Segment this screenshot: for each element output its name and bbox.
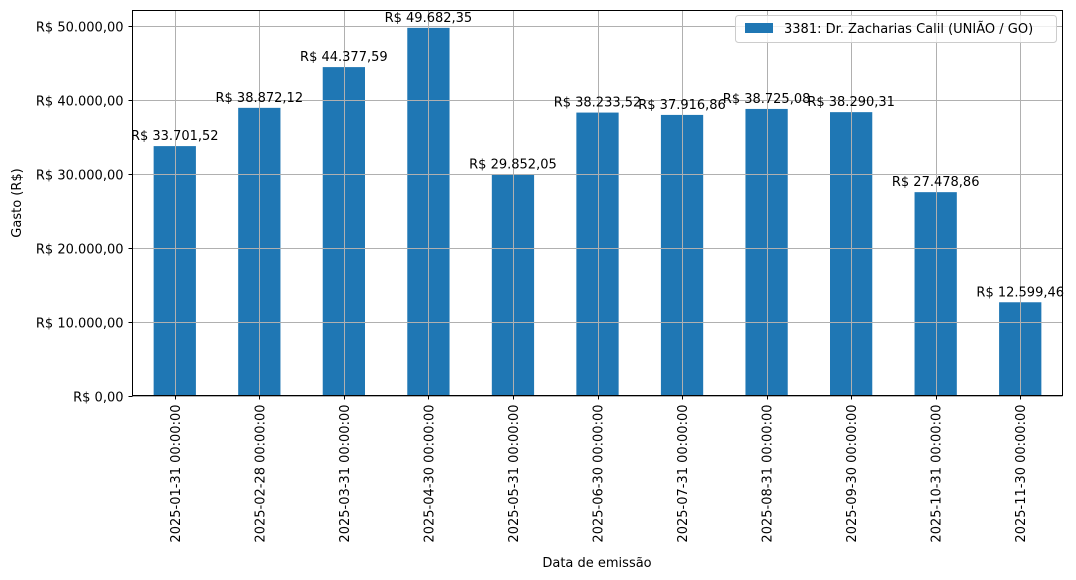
bar [153, 146, 196, 396]
y-axis-title: Gasto (R$) [10, 168, 25, 237]
x-tick-label: 2025-11-30 00:00:00 [1014, 405, 1029, 543]
x-tick-label: 2025-03-31 00:00:00 [338, 405, 353, 543]
x-tick-label: 2025-08-31 00:00:00 [761, 405, 776, 543]
x-tick-label: 2025-04-30 00:00:00 [422, 405, 437, 543]
x-tick-label: 2025-02-28 00:00:00 [253, 405, 268, 543]
bar-value-label: R$ 38.725,08 [723, 92, 811, 107]
y-axis-ticks: R$ 0,00 R$ 10.000,00 R$ 20.000,00 R$ 30.000… [36, 21, 133, 406]
y-tick-label: R$ 30.000,00 [36, 169, 124, 184]
bar [322, 67, 365, 396]
plot-area-frame [132, 10, 1063, 396]
x-tick-label: 2025-10-31 00:00:00 [930, 405, 945, 543]
legend: 3381: Dr. Zacharias Calil (UNIÃO / GO) [735, 15, 1057, 43]
bar [745, 108, 788, 396]
legend-box [735, 15, 1057, 43]
bar [491, 174, 535, 396]
x-tick-label: 2025-09-30 00:00:00 [845, 405, 860, 543]
y-tick-label: R$ 0,00 [73, 391, 123, 406]
legend-swatch [745, 23, 773, 33]
bar [914, 192, 957, 396]
bar-value-label: R$ 37.916,86 [638, 98, 726, 113]
x-tick-label: 2025-07-31 00:00:00 [676, 405, 691, 543]
bar-value-label: R$ 38.872,12 [216, 91, 304, 106]
x-axis-ticks: 2025-01-31 00:00:00 2025-02-28 00:00:00 20… [169, 395, 1029, 543]
bar-value-labels: R$ 33.701,52 R$ 38.872,12 R$ 44.377,59 R$ 4… [131, 11, 1064, 300]
x-axis-title: Data de emissão [542, 556, 651, 571]
x-tick-label: 2025-01-31 00:00:00 [169, 405, 184, 543]
bar [576, 112, 619, 396]
bar-value-label: R$ 29.852,05 [469, 158, 557, 173]
y-tick-label: R$ 40.000,00 [36, 95, 124, 110]
bar-value-label: R$ 44.377,59 [300, 50, 388, 65]
y-tick-label: R$ 50.000,00 [36, 21, 124, 36]
bar-value-label: R$ 33.701,52 [131, 129, 219, 144]
bars [153, 27, 1042, 396]
x-tick-label: 2025-05-31 00:00:00 [507, 405, 522, 543]
grid-lines [132, 10, 1063, 397]
y-tick-label: R$ 20.000,00 [36, 243, 124, 258]
bar-value-label: R$ 27.478,86 [892, 175, 980, 190]
x-tick-label: 2025-06-30 00:00:00 [592, 405, 607, 543]
y-tick-label: R$ 10.000,00 [36, 317, 124, 332]
bar-value-label: R$ 49.682,35 [385, 11, 473, 26]
bar-value-label: R$ 12.599,46 [976, 285, 1064, 300]
bar-value-label: R$ 38.290,31 [807, 95, 895, 110]
legend-label: 3381: Dr. Zacharias Calil (UNIÃO / GO) [784, 21, 1033, 37]
bar-value-label: R$ 38.233,52 [554, 96, 642, 111]
